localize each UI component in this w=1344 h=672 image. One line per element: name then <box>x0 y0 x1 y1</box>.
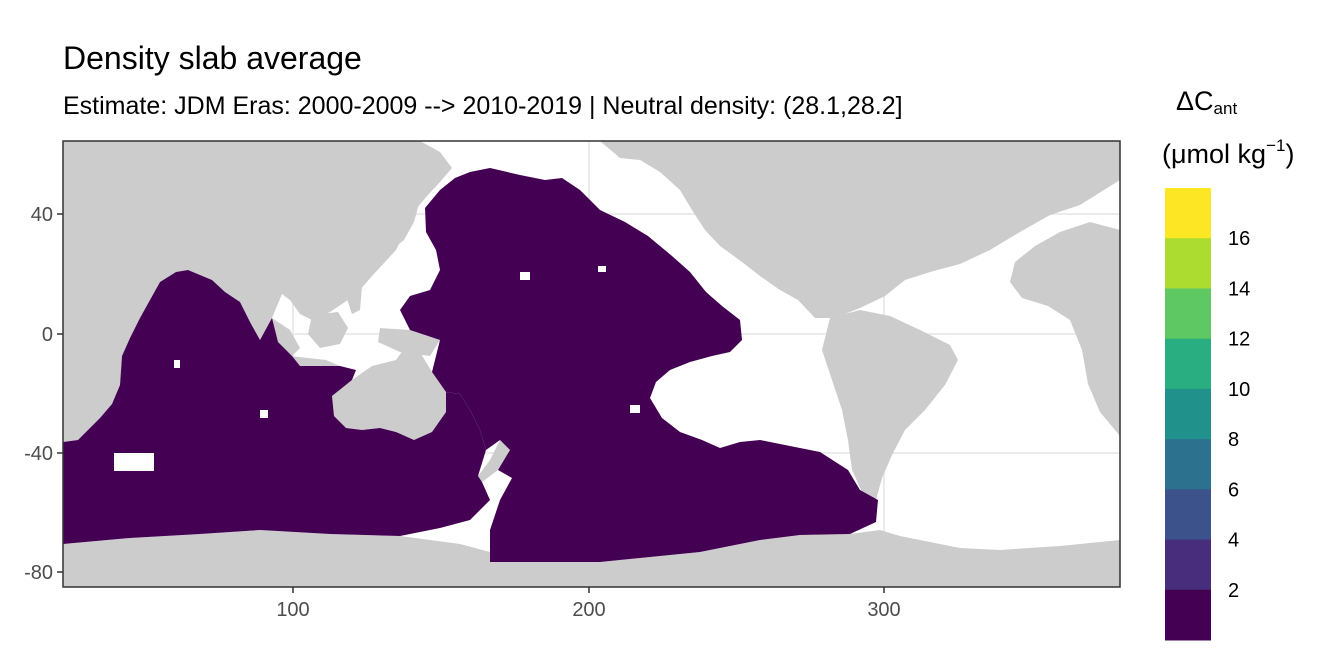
land-north-america <box>600 141 1120 318</box>
no-data-specks <box>114 266 640 471</box>
y-tick-label-40: 40 <box>31 204 53 226</box>
no-data-speck-4 <box>174 360 180 368</box>
legend-unit: (μmol kg−1) <box>1162 136 1294 170</box>
legend-label-6: 6 <box>1228 479 1239 501</box>
legend-unit-suffix: ) <box>1285 139 1295 169</box>
chart-subtitle: Estimate: JDM Eras: 2000-2009 --> 2010-2… <box>63 92 903 120</box>
map-panel <box>62 140 1121 588</box>
data-region <box>63 168 878 562</box>
x-axis: 100 200 300 <box>276 587 901 621</box>
legend-label-12: 12 <box>1228 329 1250 351</box>
panel-frame <box>62 140 1121 588</box>
no-data-speck-2 <box>630 405 640 413</box>
land-java <box>290 356 340 366</box>
land-antarctica <box>63 530 1120 587</box>
legend-label-8: 8 <box>1228 429 1239 451</box>
legend-bin-4 <box>1165 388 1211 440</box>
land-africa-west <box>1010 222 1120 436</box>
legend-colorbar <box>1165 188 1211 641</box>
land-greenland <box>1000 141 1060 190</box>
no-data-kerguelen-area <box>114 453 154 471</box>
legend-bin-1 <box>1165 238 1211 289</box>
legend-bin-8 <box>1165 589 1211 641</box>
land-philippines <box>346 276 362 314</box>
y-tick-label-neg40: -40 <box>24 443 53 465</box>
chart-title: Density slab average <box>63 40 362 76</box>
no-data-hawaii <box>520 272 530 280</box>
land-sumatra <box>272 318 300 356</box>
no-data-speck-3 <box>260 410 268 418</box>
y-axis: 40 0 -40 -80 <box>24 204 63 584</box>
land-borneo <box>308 312 348 348</box>
legend-bin-5 <box>1165 439 1211 490</box>
legend-label-4: 4 <box>1228 530 1239 552</box>
legend-labels: 16 14 12 10 8 6 4 2 <box>1228 228 1250 602</box>
x-tick-label-100: 100 <box>276 599 309 621</box>
legend-unit-prefix: (μmol kg <box>1162 139 1267 169</box>
legend-unit-superscript: −1 <box>1266 136 1286 155</box>
legend-title-subscript: ant <box>1213 99 1238 118</box>
legend-label-14: 14 <box>1228 278 1250 300</box>
land-japan <box>390 186 420 248</box>
legend-title-symbol: ΔC <box>1176 86 1214 116</box>
land-australia <box>332 346 446 440</box>
land-new-guinea <box>378 328 440 356</box>
land-new-zealand <box>478 440 510 482</box>
legend-bin-6 <box>1165 489 1211 541</box>
legend-title: ΔCant <box>1176 86 1237 119</box>
legend-bin-7 <box>1165 539 1211 591</box>
legend-bin-3 <box>1165 338 1211 390</box>
land-eurasia-africa <box>63 141 452 442</box>
no-data-speck-1 <box>598 266 606 272</box>
y-tick-label-0: 0 <box>42 324 53 346</box>
land-south-america <box>822 310 958 500</box>
legend-bin-2 <box>1165 288 1211 340</box>
legend-bin-0 <box>1165 188 1211 239</box>
land-masses <box>63 141 1120 587</box>
x-tick-label-300: 300 <box>867 599 900 621</box>
legend-label-10: 10 <box>1228 379 1250 401</box>
data-pacific-ocean <box>400 168 878 562</box>
x-tick-label-200: 200 <box>572 599 605 621</box>
legend-label-2: 2 <box>1228 580 1239 602</box>
data-indian-ocean <box>63 270 490 544</box>
y-tick-label-neg80: -80 <box>24 562 53 584</box>
legend-label-16: 16 <box>1228 228 1250 250</box>
